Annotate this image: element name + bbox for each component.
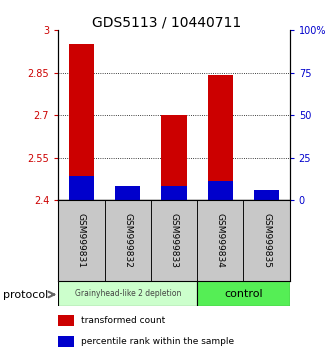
- Bar: [115, 190, 141, 200]
- Text: transformed count: transformed count: [81, 316, 166, 325]
- Bar: [161, 115, 187, 200]
- Text: GSM999834: GSM999834: [216, 213, 225, 268]
- Bar: [254, 190, 279, 200]
- Text: GSM999831: GSM999831: [77, 213, 86, 268]
- Text: protocol: protocol: [3, 290, 49, 299]
- Bar: [161, 187, 187, 200]
- Text: percentile rank within the sample: percentile rank within the sample: [81, 337, 234, 346]
- Bar: [115, 187, 141, 200]
- FancyBboxPatch shape: [151, 200, 197, 281]
- FancyBboxPatch shape: [105, 200, 151, 281]
- FancyBboxPatch shape: [243, 200, 290, 281]
- Text: GSM999832: GSM999832: [123, 213, 132, 268]
- FancyBboxPatch shape: [58, 281, 197, 306]
- FancyBboxPatch shape: [197, 200, 243, 281]
- Bar: [58, 336, 75, 347]
- Bar: [69, 44, 94, 200]
- Bar: [58, 315, 75, 326]
- Bar: [69, 176, 94, 200]
- Text: GSM999833: GSM999833: [169, 213, 178, 268]
- Bar: [254, 196, 279, 200]
- Text: control: control: [224, 289, 263, 299]
- Bar: [207, 181, 233, 200]
- Bar: [207, 75, 233, 200]
- Text: GSM999835: GSM999835: [262, 213, 271, 268]
- Text: GDS5113 / 10440711: GDS5113 / 10440711: [92, 16, 241, 30]
- Text: Grainyhead-like 2 depletion: Grainyhead-like 2 depletion: [75, 289, 181, 298]
- FancyBboxPatch shape: [58, 200, 105, 281]
- FancyBboxPatch shape: [197, 281, 290, 306]
